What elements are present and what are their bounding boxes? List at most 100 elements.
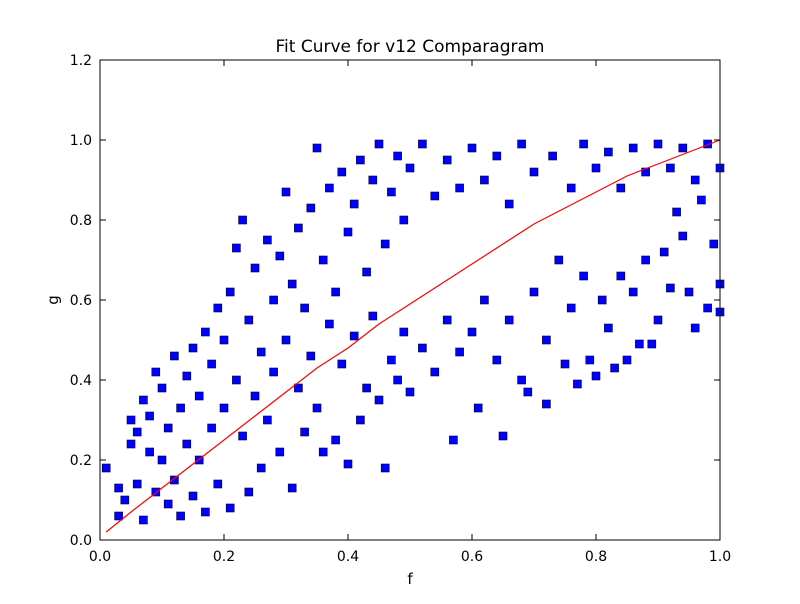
scatter-point: [294, 383, 303, 393]
scatter-point: [480, 175, 489, 185]
scatter-point: [492, 355, 502, 365]
scatter-point: [418, 343, 427, 353]
x-tick-label: 0.8: [585, 549, 607, 565]
x-tick-label: 0.4: [337, 549, 359, 565]
scatter-point: [529, 167, 539, 177]
scatter-point: [399, 327, 409, 337]
scatter-point: [250, 391, 260, 401]
plot-area: [100, 60, 720, 540]
y-tick-label: 0.0: [70, 533, 92, 549]
scatter-point: [182, 371, 192, 381]
scatter-point: [139, 395, 148, 405]
scatter-point: [225, 287, 235, 297]
scatter-point: [591, 371, 601, 381]
scatter-point: [151, 367, 161, 377]
scatter-point: [157, 383, 167, 393]
scatter-point: [591, 163, 601, 173]
y-tick-label: 0.4: [70, 373, 92, 389]
scatter-point: [300, 427, 309, 437]
y-tick-label: 0.8: [70, 213, 92, 229]
scatter-point: [684, 287, 694, 297]
scatter-point: [467, 143, 477, 153]
scatter-point: [219, 335, 229, 345]
scatter-point: [604, 323, 613, 333]
scatter-point: [566, 183, 576, 193]
scatter-point: [393, 151, 402, 161]
scatter-point: [170, 475, 179, 485]
scatter-point: [343, 459, 353, 469]
scatter-point: [207, 359, 216, 369]
scatter-point: [232, 375, 241, 385]
scatter-point: [343, 227, 353, 237]
scatter-point: [114, 511, 123, 521]
scatter-point: [238, 431, 247, 441]
scatter-point: [442, 155, 452, 165]
scatter-point: [244, 315, 254, 325]
scatter-point: [194, 455, 204, 465]
scatter-point: [566, 303, 576, 313]
scatter-point: [368, 175, 378, 185]
scatter-point: [194, 391, 204, 401]
scatter-point: [430, 191, 440, 201]
scatter-point: [418, 139, 427, 149]
scatter-point: [300, 303, 309, 313]
scatter-point: [647, 339, 657, 349]
scatter-point: [306, 351, 316, 361]
scatter-point: [269, 367, 278, 377]
scatter-point: [393, 375, 402, 385]
scatter-point: [690, 175, 700, 185]
scatter-point: [659, 247, 669, 257]
scatter-point: [188, 491, 198, 501]
scatter-point: [709, 239, 719, 249]
scatter-point: [523, 387, 533, 397]
scatter-point: [517, 139, 526, 149]
scatter-point: [287, 483, 297, 493]
scatter-point: [579, 271, 588, 281]
y-tick-label: 1.0: [70, 133, 92, 149]
scatter-point: [697, 195, 706, 205]
scatter-point: [362, 383, 371, 393]
scatter-point: [132, 427, 142, 437]
scatter-point: [318, 255, 328, 265]
x-tick-label: 0.6: [461, 549, 483, 565]
scatter-point: [176, 403, 185, 413]
scatter-point: [542, 399, 551, 409]
scatter-point: [269, 295, 278, 305]
scatter-point: [703, 303, 712, 313]
scatter-point: [368, 311, 378, 321]
scatter-point: [616, 271, 626, 281]
scatter-point: [312, 403, 322, 413]
scatter-point: [263, 235, 272, 245]
scatter-point: [294, 223, 303, 233]
scatter-point: [120, 495, 130, 505]
y-tick-label: 0.2: [70, 453, 92, 469]
scatter-point: [498, 431, 508, 441]
scatter-point: [455, 347, 464, 357]
scatter-point: [349, 199, 359, 209]
x-tick-label: 0.2: [213, 549, 235, 565]
y-tick-label: 1.2: [70, 53, 92, 69]
scatter-point: [405, 387, 415, 397]
scatter-point: [672, 207, 681, 217]
scatter-point: [399, 215, 409, 225]
scatter-point: [554, 255, 564, 265]
y-tick-label: 0.6: [70, 293, 92, 309]
scatter-point: [139, 515, 148, 525]
scatter-point: [610, 363, 619, 373]
scatter-point: [306, 203, 316, 213]
scatter-point: [188, 343, 198, 353]
scatter-point: [542, 335, 551, 345]
scatter-point: [163, 423, 173, 433]
scatter-point: [467, 327, 477, 337]
scatter-point: [337, 359, 347, 369]
scatter-point: [318, 447, 328, 457]
scatter-point: [225, 503, 235, 513]
y-axis-label: g: [44, 295, 62, 305]
scatter-point: [275, 447, 285, 457]
fit-curve-line: [105, 139, 721, 533]
scatter-point: [201, 327, 210, 337]
scatter-point: [455, 183, 464, 193]
scatter-point: [145, 411, 154, 421]
scatter-point: [628, 143, 638, 153]
